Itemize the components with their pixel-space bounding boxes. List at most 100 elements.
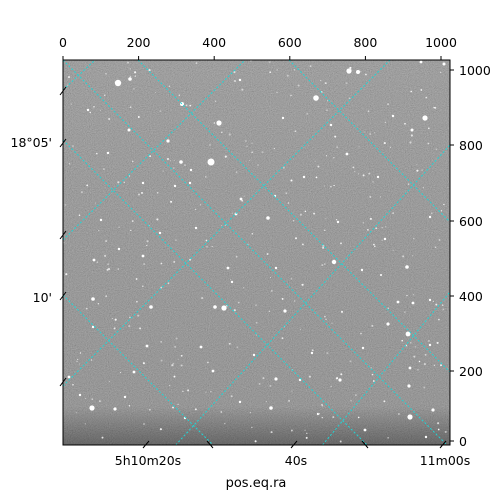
faint-star <box>128 405 131 407</box>
faint-star <box>201 297 204 300</box>
star <box>363 428 367 432</box>
faint-star <box>175 337 178 340</box>
faint-star <box>206 245 208 248</box>
faint-star <box>141 191 143 194</box>
faint-star <box>143 423 145 425</box>
faint-star <box>169 384 171 386</box>
faint-star <box>205 391 207 393</box>
bottom-tick <box>142 440 150 449</box>
faint-star <box>255 321 258 324</box>
faint-star <box>199 204 202 206</box>
faint-star <box>320 79 322 82</box>
bottom-tick <box>206 440 214 449</box>
faint-star <box>98 229 100 232</box>
star <box>428 343 432 347</box>
faint-star <box>301 243 304 246</box>
left-tick <box>59 377 67 387</box>
faint-star <box>211 245 213 248</box>
faint-star <box>369 133 372 135</box>
faint-star <box>383 142 386 145</box>
faint-star <box>149 155 151 157</box>
faint-star <box>249 159 251 162</box>
faint-star <box>333 157 335 159</box>
faint-star <box>119 372 121 374</box>
faint-star <box>70 103 72 105</box>
faint-star <box>129 68 131 70</box>
faint-star <box>387 437 389 439</box>
faint-star <box>113 327 116 330</box>
star <box>188 181 192 185</box>
faint-star <box>369 217 372 220</box>
faint-star <box>97 302 100 305</box>
star <box>283 309 287 313</box>
faint-star <box>389 146 392 148</box>
star <box>419 60 423 64</box>
faint-star <box>292 220 295 222</box>
faint-star <box>293 300 296 302</box>
faint-star <box>427 142 430 145</box>
star <box>106 151 110 155</box>
faint-star <box>180 354 183 357</box>
faint-star <box>348 97 351 100</box>
star <box>189 168 193 172</box>
star <box>431 408 435 412</box>
star <box>141 181 145 185</box>
faint-star <box>438 318 440 321</box>
faint-star <box>160 359 163 362</box>
star <box>405 265 409 269</box>
faint-star <box>322 247 324 249</box>
faint-star <box>105 240 108 243</box>
faint-star <box>417 368 419 371</box>
faint-star <box>367 229 369 231</box>
faint-star <box>68 163 71 165</box>
faint-star <box>146 240 149 243</box>
star <box>117 247 121 251</box>
faint-star <box>117 181 120 184</box>
faint-star <box>372 380 375 382</box>
faint-star <box>105 295 108 298</box>
faint-star <box>269 384 272 387</box>
faint-star <box>404 311 406 313</box>
faint-star <box>330 185 332 188</box>
faint-star <box>360 71 362 73</box>
star <box>238 78 242 82</box>
faint-star <box>177 403 179 406</box>
faint-star <box>166 157 170 161</box>
left-axis <box>59 86 67 387</box>
faint-star <box>86 184 89 187</box>
faint-star <box>341 310 343 313</box>
faint-star <box>439 71 442 74</box>
faint-star <box>255 334 257 336</box>
faint-star <box>243 195 245 197</box>
faint-star <box>142 285 144 287</box>
faint-star <box>106 268 109 271</box>
faint-star <box>266 253 269 255</box>
grid-line <box>63 60 96 91</box>
faint-star <box>257 164 259 166</box>
faint-star <box>364 73 367 76</box>
faint-star <box>371 324 374 327</box>
faint-star <box>407 183 410 185</box>
star <box>407 414 413 420</box>
faint-star <box>325 318 327 320</box>
faint-star <box>235 171 238 174</box>
faint-star <box>299 328 301 330</box>
faint-star <box>129 316 131 319</box>
faint-star <box>187 389 190 392</box>
grid-line <box>321 291 450 445</box>
star <box>408 366 412 370</box>
star <box>266 216 270 220</box>
faint-star <box>178 94 181 96</box>
bottom-tick <box>290 440 298 449</box>
faint-star <box>411 255 414 257</box>
faint-star <box>182 390 184 393</box>
star <box>179 160 183 164</box>
top-tick-label-3: 600 <box>278 35 302 50</box>
star <box>274 266 278 270</box>
faint-star <box>251 142 253 144</box>
faint-star <box>321 404 323 406</box>
faint-star <box>72 383 74 386</box>
star <box>360 268 364 272</box>
faint-star <box>306 112 309 115</box>
faint-star <box>117 268 119 270</box>
